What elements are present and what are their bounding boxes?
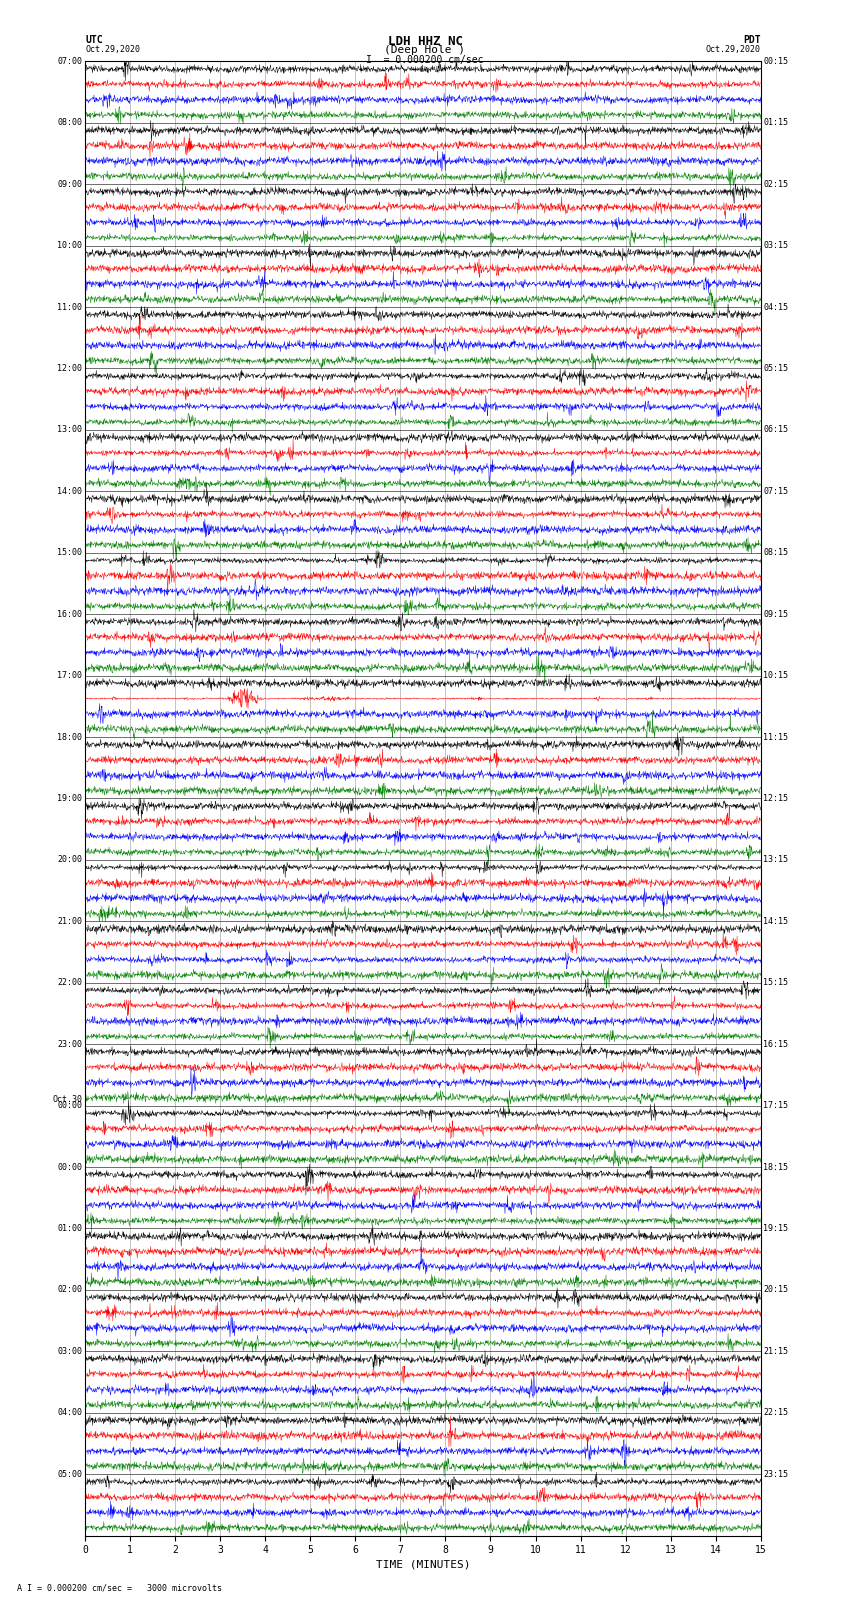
Text: 23:15: 23:15 <box>763 1469 788 1479</box>
Text: 01:00: 01:00 <box>58 1224 82 1232</box>
Text: Oct.29,2020: Oct.29,2020 <box>85 45 140 55</box>
Text: 21:15: 21:15 <box>763 1347 788 1357</box>
Text: 11:15: 11:15 <box>763 732 788 742</box>
Text: (Deep Hole ): (Deep Hole ) <box>384 45 466 55</box>
Text: 22:00: 22:00 <box>58 977 82 987</box>
Text: 05:00: 05:00 <box>58 1469 82 1479</box>
Text: 11:00: 11:00 <box>58 303 82 311</box>
Text: 16:15: 16:15 <box>763 1040 788 1048</box>
Text: 17:15: 17:15 <box>763 1102 788 1110</box>
Text: UTC: UTC <box>85 35 103 45</box>
Text: 15:15: 15:15 <box>763 977 788 987</box>
Text: 10:00: 10:00 <box>58 240 82 250</box>
Text: 18:00: 18:00 <box>58 732 82 742</box>
Text: 21:00: 21:00 <box>58 916 82 926</box>
Text: 00:00: 00:00 <box>58 1163 82 1171</box>
Text: 02:15: 02:15 <box>763 179 788 189</box>
Text: 23:00: 23:00 <box>58 1040 82 1048</box>
Text: 16:00: 16:00 <box>58 610 82 619</box>
Text: LDH HHZ NC: LDH HHZ NC <box>388 35 462 48</box>
Text: 20:00: 20:00 <box>58 855 82 865</box>
Text: 08:15: 08:15 <box>763 548 788 556</box>
Text: 09:00: 09:00 <box>58 179 82 189</box>
Text: 06:15: 06:15 <box>763 426 788 434</box>
X-axis label: TIME (MINUTES): TIME (MINUTES) <box>376 1560 470 1569</box>
Text: 01:15: 01:15 <box>763 118 788 127</box>
Text: 00:00: 00:00 <box>58 1102 82 1110</box>
Text: 08:00: 08:00 <box>58 118 82 127</box>
Text: PDT: PDT <box>743 35 761 45</box>
Text: 13:00: 13:00 <box>58 426 82 434</box>
Text: 19:00: 19:00 <box>58 794 82 803</box>
Text: 04:00: 04:00 <box>58 1408 82 1418</box>
Text: 04:15: 04:15 <box>763 303 788 311</box>
Text: 14:00: 14:00 <box>58 487 82 495</box>
Text: 19:15: 19:15 <box>763 1224 788 1232</box>
Text: 07:15: 07:15 <box>763 487 788 495</box>
Text: 03:15: 03:15 <box>763 240 788 250</box>
Text: 05:15: 05:15 <box>763 365 788 373</box>
Text: 22:15: 22:15 <box>763 1408 788 1418</box>
Text: 14:15: 14:15 <box>763 916 788 926</box>
Text: I  = 0.000200 cm/sec: I = 0.000200 cm/sec <box>366 55 484 65</box>
Text: 02:00: 02:00 <box>58 1286 82 1294</box>
Text: 09:15: 09:15 <box>763 610 788 619</box>
Text: 13:15: 13:15 <box>763 855 788 865</box>
Text: 00:15: 00:15 <box>763 56 788 66</box>
Text: 03:00: 03:00 <box>58 1347 82 1357</box>
Text: 20:15: 20:15 <box>763 1286 788 1294</box>
Text: 07:00: 07:00 <box>58 56 82 66</box>
Text: Oct.29,2020: Oct.29,2020 <box>706 45 761 55</box>
Text: Oct.30: Oct.30 <box>53 1095 82 1103</box>
Text: 12:15: 12:15 <box>763 794 788 803</box>
Text: 10:15: 10:15 <box>763 671 788 681</box>
Text: 12:00: 12:00 <box>58 365 82 373</box>
Text: A I = 0.000200 cm/sec =   3000 microvolts: A I = 0.000200 cm/sec = 3000 microvolts <box>17 1582 222 1592</box>
Text: 17:00: 17:00 <box>58 671 82 681</box>
Text: 15:00: 15:00 <box>58 548 82 556</box>
Text: 18:15: 18:15 <box>763 1163 788 1171</box>
